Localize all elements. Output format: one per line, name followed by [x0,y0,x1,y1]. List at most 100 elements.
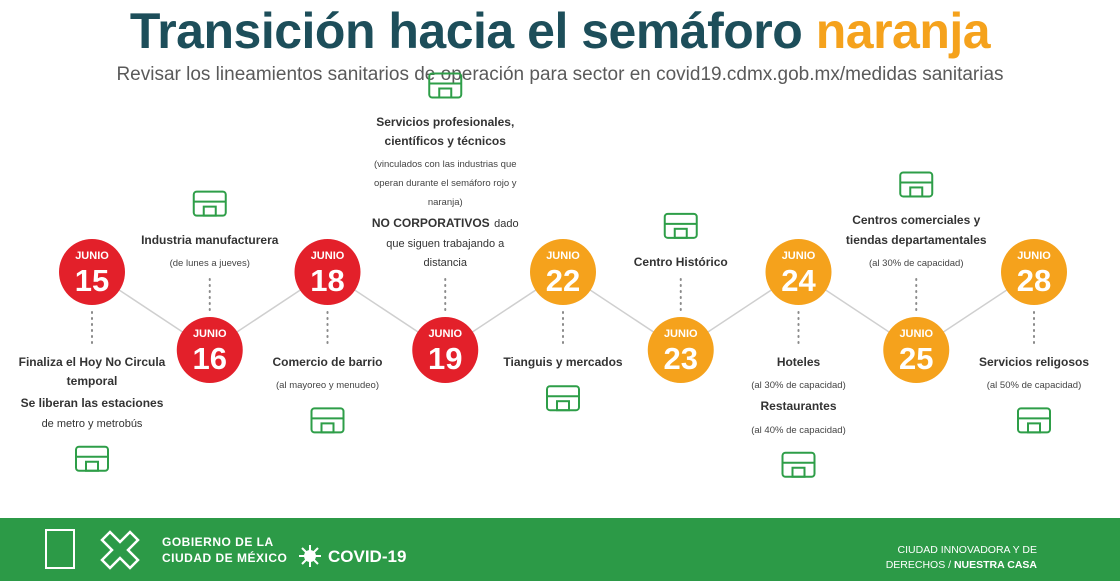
description-line: Comercio de barrio [253,352,403,371]
description-line: Tianguis y mercados [488,352,638,371]
logos [45,529,140,570]
day: 15 [75,263,109,298]
month: JUNIO [546,250,580,262]
slogan-part: DERECHOS / [885,559,952,571]
icon-shape [75,445,109,472]
description-text: Se liberan las estaciones [20,396,164,411]
description-line: Hoteles [724,352,874,371]
icon-shape [663,212,698,239]
day: 25 [899,341,933,376]
description-line: Se liberan las estaciones de metro y met… [17,393,167,431]
description-line: (de lunes a jueves) [135,252,285,271]
cdmx-icon [100,530,140,570]
month: JUNIO [664,328,698,340]
description-text: Centros comerciales y tiendas departamen… [845,213,987,247]
icon-shape [556,400,570,412]
icon-shape [909,186,924,198]
icon-shape [673,227,688,239]
icon-shape [428,72,463,99]
day: 18 [310,263,344,298]
gov-line2: CIUDAD DE MÉXICO [162,551,288,565]
description-line: Centro Histórico [606,252,756,271]
description-line: (al mayoreo y menudeo) [253,374,403,393]
icon [428,72,463,99]
description-line: (al 40% de capacidad) [724,419,874,438]
day: 19 [428,341,462,376]
description: Hoteles (al 30% de capacidad) Restaurantes… [724,352,874,441]
virus-icon [299,545,321,567]
day: 23 [664,341,698,376]
month: JUNIO [428,328,462,340]
description-line: (vinculados con las industrias que opera… [370,153,520,211]
icon-shape [85,460,99,472]
description-line: Centros comerciales y tiendas departamen… [841,210,991,248]
description-line: (al 30% de capacidad) [724,374,874,393]
month: JUNIO [1017,250,1051,262]
icon-shape [202,205,217,217]
gov-line1: GOBIERNO DE LA [162,535,274,549]
footer: GOBIERNO DE LA CIUDAD DE MÉXICO COVID-19… [0,518,1120,581]
description-text: (de lunes a jueves) [169,257,250,269]
description-line: Finaliza el Hoy No Circula temporal [17,352,167,390]
description-text: Servicios profesionales, científicos y t… [376,114,515,148]
icon [899,171,934,198]
icon-shape [781,451,816,478]
day: 28 [1017,263,1051,298]
month: JUNIO [782,250,816,262]
description-text: NO CORPORATIVOS [371,216,490,231]
description-text: Tianguis y mercados [503,355,623,369]
date-circle [883,317,950,383]
day: 24 [781,263,816,298]
icon-shape [320,422,335,434]
description-text: (al mayoreo y menudeo) [276,380,379,392]
date-circle [294,239,361,305]
month: JUNIO [899,328,933,340]
description-line: Servicios religosos [959,352,1109,371]
description: Comercio de barrio (al mayoreo y menudeo) [253,352,403,396]
shield-icon [45,529,75,569]
description-text: de metro y metrobús [41,417,143,430]
title-text: Transición hacia el semáforo [129,3,803,59]
description: Industria manufacturera (de lunes a jueve… [135,230,285,274]
description-line: Industria manufacturera [135,230,285,249]
icon-shape [899,171,934,198]
description-text: Industria manufacturera [141,232,279,247]
date-circle [647,317,714,383]
icon-shape [1027,422,1041,434]
icon [1017,407,1051,434]
icon [546,385,580,412]
icon [781,451,816,478]
icon-shape [192,190,227,217]
description: Centros comerciales y tiendas departamen… [841,210,991,274]
description-line: (al 50% de capacidad) [959,374,1109,393]
description-text: (al 40% de capacidad) [751,424,846,436]
description: Servicios profesionales, científicos y t… [370,112,520,275]
description-text: Restaurantes [760,399,837,414]
description-text: (al 30% de capacidad) [868,257,964,269]
description: Finaliza el Hoy No Circula temporal Se li… [17,352,167,435]
date-circle [412,317,479,383]
title: Transición hacia el semáforo naranja [0,2,1120,60]
date-circle [765,239,832,305]
month: JUNIO [75,250,109,262]
description-text: Hoteles [776,355,821,369]
date-circle [530,239,596,305]
icon-shape [546,385,580,412]
slogan-part: NUESTRA CASA [953,559,1037,571]
day: 22 [546,263,580,298]
subtitle: Revisar los lineamientos sanitarios de o… [116,64,1004,85]
icon [663,212,698,239]
date-circle [59,239,125,305]
title-highlight: naranja [815,3,991,59]
description-text: Comercio de barrio [272,355,383,369]
slogan-line2: DERECHOS / NUESTRA CASA [886,559,1037,571]
description-line: NO CORPORATIVOS dado que siguen trabajan… [370,213,520,271]
description-text: dado que siguen trabajando a distancia [386,218,519,269]
description: Tianguis y mercados [488,352,638,374]
description-line: Servicios profesionales, científicos y t… [370,112,520,150]
description-text: Centro Histórico [633,254,728,269]
covid-label: COVID-19 [328,547,407,566]
date-circle [1001,239,1067,305]
